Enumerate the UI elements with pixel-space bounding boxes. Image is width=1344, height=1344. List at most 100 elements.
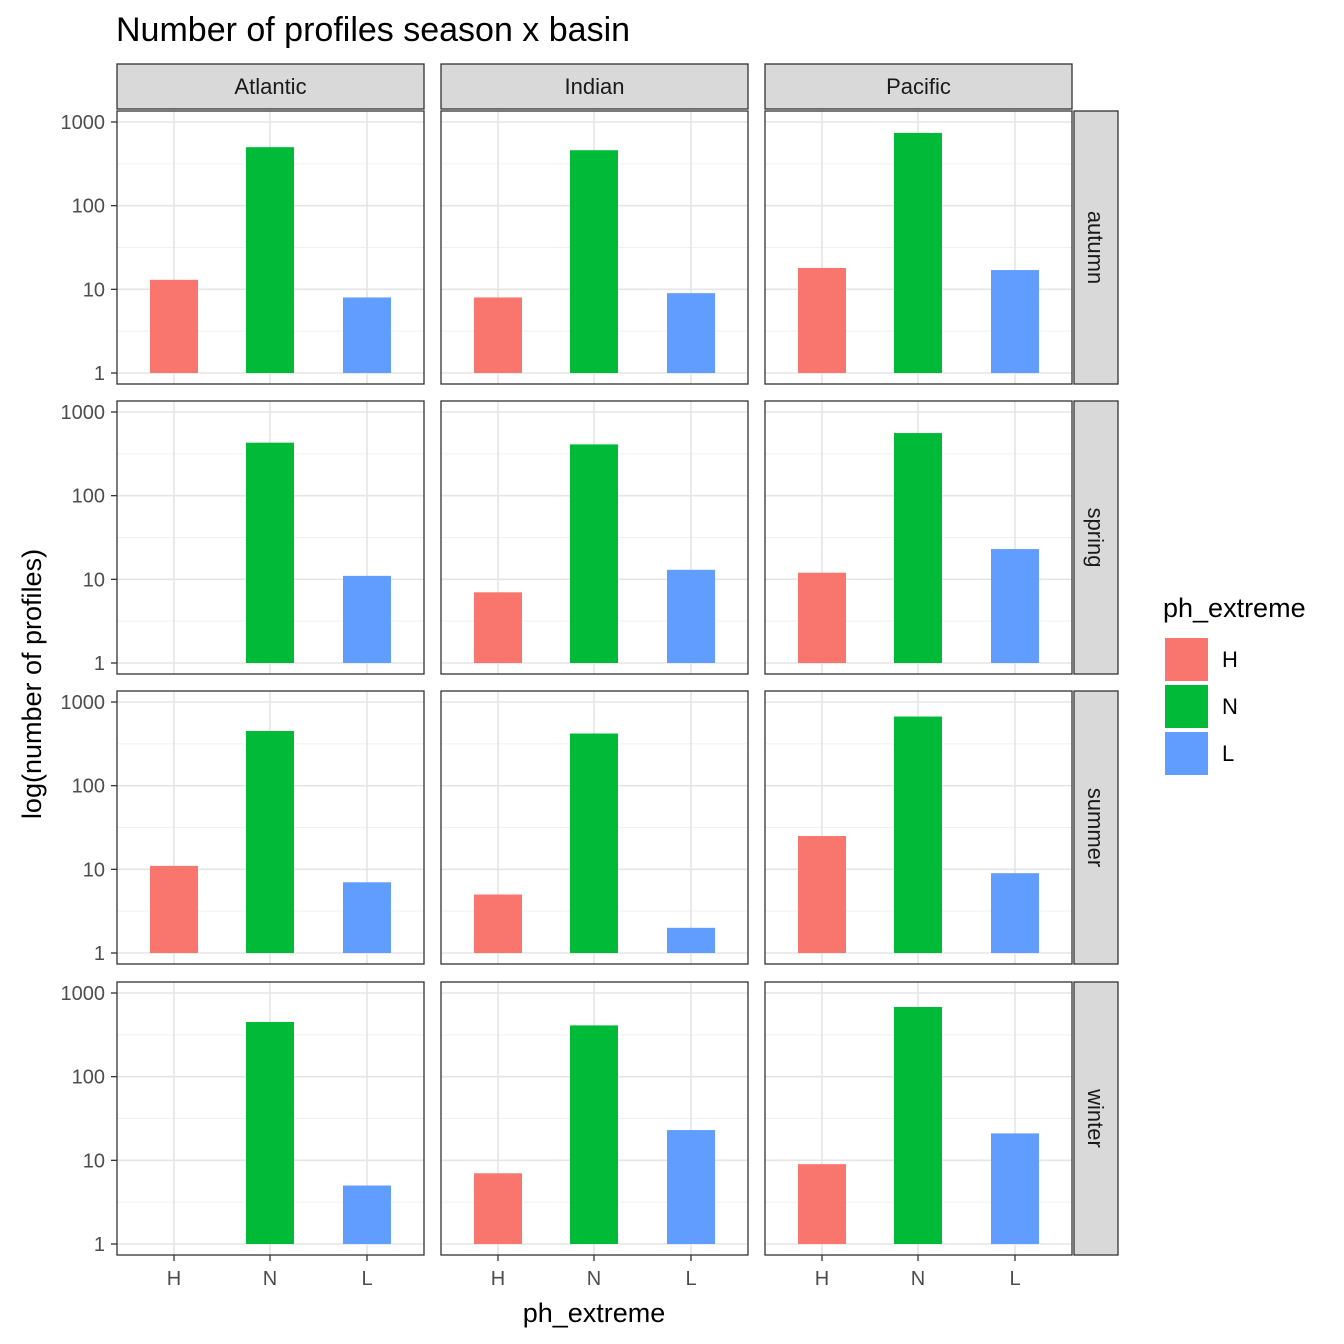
y-tick-label: 1 — [94, 1234, 105, 1256]
facet-strip-winter — [1073, 981, 1119, 1256]
panel-border — [440, 400, 749, 675]
bar-atlantic-autumn-L — [343, 297, 391, 373]
panel-border — [116, 400, 425, 675]
legend-key-L — [1165, 732, 1208, 775]
bar-pacific-autumn-N — [894, 132, 942, 373]
bar-indian-autumn-N — [570, 150, 618, 373]
x-tick-label: L — [361, 1268, 372, 1290]
y-tick-label: 1000 — [61, 112, 106, 134]
panel-indian-spring — [440, 400, 749, 675]
facet-strip-autumn — [1073, 110, 1119, 385]
panel-border — [116, 110, 425, 385]
bar-indian-spring-L — [667, 569, 715, 663]
facet-strip-pacific — [764, 63, 1073, 110]
x-tick-label: H — [815, 1268, 829, 1290]
bar-indian-summer-H — [474, 894, 522, 953]
y-tick-label: 1 — [94, 943, 105, 965]
y-tick-label: 1000 — [61, 983, 106, 1005]
panel-border — [764, 110, 1073, 385]
facet-strip-label: autumn — [1083, 211, 1108, 284]
bar-indian-autumn-L — [667, 293, 715, 373]
bar-indian-spring-H — [474, 592, 522, 663]
panels-group: Atlantic Indian Pacific autumn spring summer w… — [61, 63, 1119, 1290]
facet-strip-summer — [1073, 690, 1119, 965]
y-tick-label: 100 — [72, 486, 105, 508]
bar-atlantic-winter-L — [343, 1185, 391, 1244]
facet-strip-spring — [1073, 400, 1119, 675]
y-tick-label: 10 — [83, 279, 105, 301]
panel-pacific-summer — [764, 690, 1073, 965]
y-tick-label: 1 — [94, 653, 105, 675]
bar-atlantic-spring-N — [246, 442, 294, 663]
panel-atlantic-winter: 1 10 100 1000 H N L — [61, 981, 425, 1290]
x-tick-label: N — [911, 1268, 925, 1290]
bar-pacific-winter-N — [894, 1007, 942, 1244]
y-tick-label: 10 — [83, 569, 105, 591]
panel-atlantic-spring: 1 10 100 1000 — [61, 400, 425, 675]
panel-indian-summer — [440, 690, 749, 965]
y-tick-label: 1000 — [61, 402, 106, 424]
panel-border — [116, 690, 425, 965]
facet-strip-label: Pacific — [886, 74, 951, 99]
bar-indian-summer-L — [667, 927, 715, 953]
legend-label-L: L — [1222, 741, 1234, 766]
x-tick-label: N — [587, 1268, 601, 1290]
y-tick-label: 100 — [72, 196, 105, 218]
panel-border — [440, 690, 749, 965]
bar-indian-spring-N — [570, 444, 618, 663]
facet-strip-indian — [440, 63, 749, 110]
bar-indian-winter-L — [667, 1130, 715, 1244]
x-tick-label: L — [1009, 1268, 1020, 1290]
bar-pacific-summer-N — [894, 716, 942, 953]
x-tick-label: H — [167, 1268, 181, 1290]
x-axis-title: ph_extreme — [523, 1298, 666, 1328]
panel-indian-autumn — [440, 110, 749, 385]
y-tick-label: 100 — [72, 1067, 105, 1089]
legend-title: ph_extreme — [1163, 593, 1306, 623]
bar-pacific-spring-L — [991, 549, 1039, 663]
facet-strip-label: summer — [1083, 788, 1108, 867]
x-tick-label: L — [685, 1268, 696, 1290]
bar-pacific-autumn-L — [991, 270, 1039, 373]
panel-pacific-spring — [764, 400, 1073, 675]
facet-strip-label: Atlantic — [234, 74, 306, 99]
y-tick-label: 10 — [83, 1150, 105, 1172]
facet-strip-label: winter — [1083, 1088, 1108, 1148]
y-tick-label: 1 — [94, 363, 105, 385]
bar-pacific-spring-N — [894, 433, 942, 663]
bar-pacific-winter-H — [798, 1164, 846, 1244]
facet-strip-label: Indian — [565, 74, 625, 99]
panel-atlantic-summer: 1 10 100 1000 — [61, 690, 425, 965]
legend: ph_extreme HNL — [1163, 593, 1306, 775]
bar-pacific-spring-H — [798, 572, 846, 663]
facet-strip-label: spring — [1083, 508, 1108, 568]
legend-label-H: H — [1222, 647, 1238, 672]
bar-pacific-autumn-H — [798, 267, 846, 373]
facet-strip-atlantic — [116, 63, 425, 110]
bar-pacific-summer-H — [798, 836, 846, 953]
panel-atlantic-autumn: 1 10 100 1000 — [61, 110, 425, 385]
legend-key-N — [1165, 685, 1208, 728]
panel-pacific-autumn — [764, 110, 1073, 385]
legend-key-H — [1165, 638, 1208, 681]
bar-atlantic-autumn-H — [150, 279, 198, 373]
bar-pacific-winter-L — [991, 1133, 1039, 1244]
y-tick-label: 1000 — [61, 692, 106, 714]
x-tick-label: N — [263, 1268, 277, 1290]
chart-title: Number of profiles season x basin — [116, 11, 630, 49]
bar-atlantic-autumn-N — [246, 147, 294, 373]
bar-atlantic-summer-L — [343, 882, 391, 953]
bar-atlantic-summer-N — [246, 731, 294, 953]
legend-label-N: N — [1222, 694, 1238, 719]
x-tick-label: H — [491, 1268, 505, 1290]
bar-indian-winter-H — [474, 1173, 522, 1244]
bar-pacific-summer-L — [991, 873, 1039, 953]
bar-atlantic-spring-L — [343, 575, 391, 663]
y-tick-label: 100 — [72, 776, 105, 798]
y-tick-label: 10 — [83, 859, 105, 881]
panel-border — [764, 690, 1073, 965]
bar-indian-autumn-H — [474, 297, 522, 373]
